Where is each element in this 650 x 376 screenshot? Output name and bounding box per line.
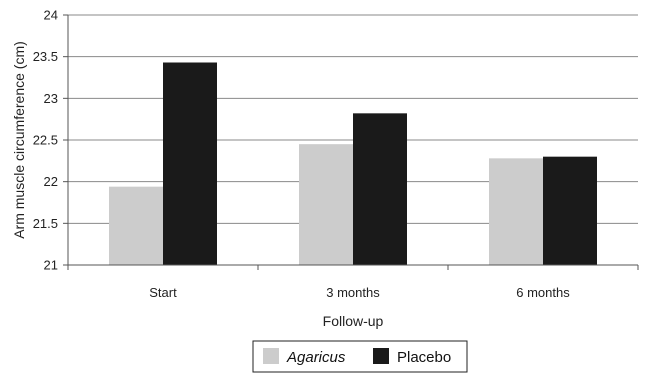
- y-tick-label: 21: [44, 258, 58, 273]
- bar-placebo-3-months: [353, 113, 407, 265]
- y-tick-label: 21.5: [33, 216, 58, 231]
- legend: Agaricus Placebo: [252, 340, 468, 373]
- y-tick-labels: 21 21.5 22 22.5 23 23.5 24: [33, 8, 68, 273]
- y-tick-label: 22.5: [33, 133, 58, 148]
- legend-swatch-placebo: [373, 348, 389, 364]
- x-tick-label: Start: [149, 285, 177, 300]
- bar-agaricus-start: [109, 186, 163, 265]
- legend-label-placebo: Placebo: [397, 349, 451, 366]
- x-tick-label: 6 months: [516, 285, 570, 300]
- y-axis-title: Arm muscle circumference (cm): [11, 41, 27, 239]
- y-tick-label: 24: [44, 8, 58, 23]
- legend-box: [252, 340, 468, 373]
- x-tick-labels: Start 3 months 6 months: [67, 265, 639, 300]
- x-axis-title: Follow-up: [323, 313, 384, 329]
- legend-swatch-agaricus: [263, 348, 279, 364]
- legend-label-agaricus: Agaricus: [286, 349, 346, 366]
- bar-agaricus-3-months: [299, 144, 353, 265]
- bar-placebo-6-months: [543, 156, 597, 265]
- bar-agaricus-6-months: [489, 158, 543, 265]
- y-tick-label: 23: [44, 91, 58, 106]
- y-tick-label: 22: [44, 174, 58, 189]
- bars: [109, 62, 597, 265]
- bar-placebo-start: [163, 62, 217, 265]
- x-tick-label: 3 months: [326, 285, 380, 300]
- y-tick-label: 23.5: [33, 49, 58, 64]
